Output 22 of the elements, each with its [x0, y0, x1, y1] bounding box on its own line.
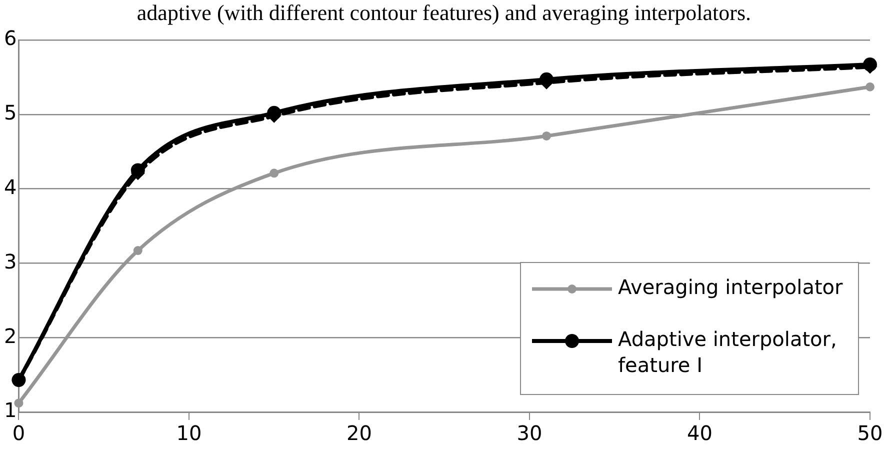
x-tick-label: 30 — [516, 421, 542, 446]
point — [866, 82, 874, 92]
legend-label: Averaging interpolator — [618, 275, 844, 300]
x-tick-label: 20 — [346, 421, 372, 446]
x-tick-label: 10 — [176, 421, 202, 446]
y-tick-label: 5 — [4, 100, 17, 125]
legend-label: Adaptive interpolator, feature I — [618, 327, 837, 378]
x-tick-label: 40 — [687, 421, 712, 446]
x-tick-label: 50 — [857, 421, 883, 446]
point — [14, 398, 24, 408]
y-tick-label: 2 — [4, 324, 17, 348]
point — [133, 246, 142, 256]
x-tick-label: 0 — [12, 421, 26, 446]
chart-title: adaptive (with different contour features) and averaging interpolators. — [136, 0, 752, 26]
y-tick-label: 6 — [4, 26, 17, 50]
point — [542, 131, 552, 140]
y-tick-label: 4 — [4, 175, 17, 200]
y-tick-label: 1 — [4, 398, 17, 422]
y-tick-label: 3 — [4, 249, 17, 274]
point — [270, 168, 279, 178]
point — [267, 106, 282, 120]
point — [12, 373, 26, 388]
